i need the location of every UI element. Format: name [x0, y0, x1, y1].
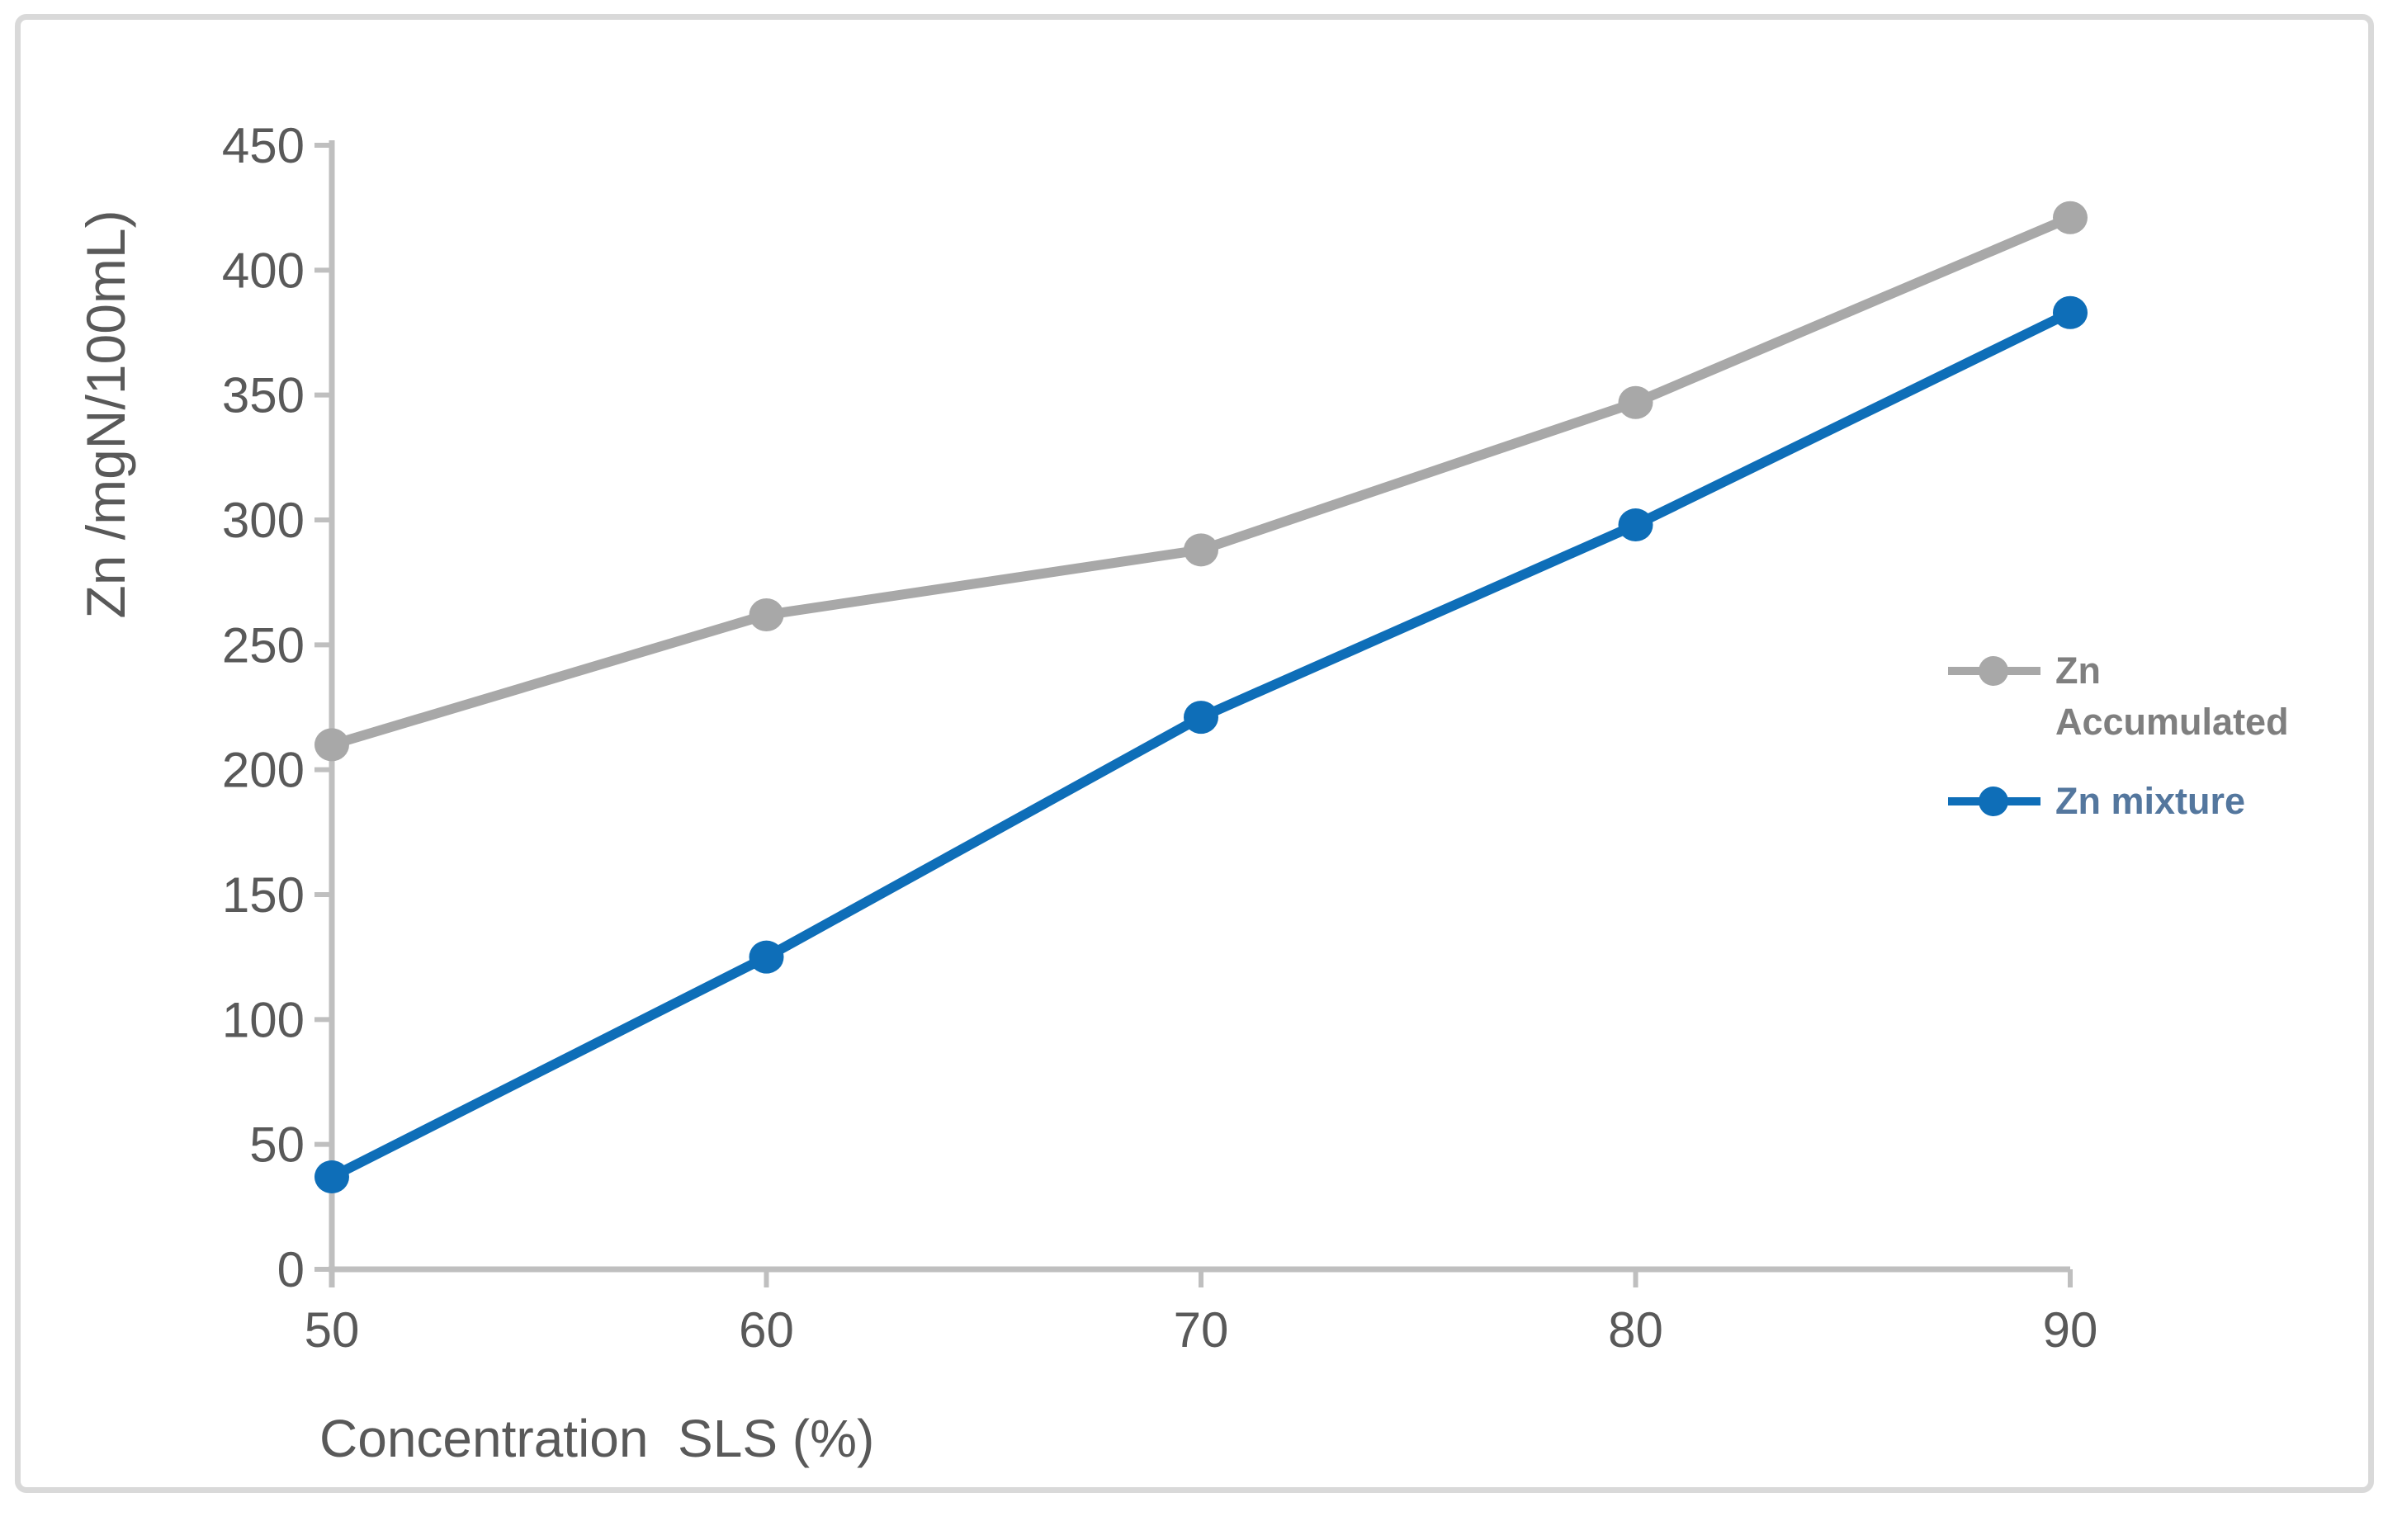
- chart-figure: 0 50 100 150 200 250 300 350 400 450 50 60 70 80 90 Zn…: [15, 14, 2374, 1493]
- x-tick-label: 80: [1608, 1302, 1663, 1358]
- y-tick-label: 350: [222, 368, 305, 423]
- y-tick-label: 150: [222, 867, 305, 923]
- series-line-zn-accumulated: [327, 212, 2075, 750]
- data-point-zn-accumulated-80: [1618, 385, 1653, 419]
- data-point-zn-mixture-90: [2053, 295, 2088, 329]
- data-point-zn-mixture-60: [749, 940, 784, 974]
- x-tick-label: 60: [739, 1302, 794, 1358]
- y-axis-title: Zn /mgN/100mL): [75, 210, 136, 619]
- y-tick-label: 100: [222, 992, 305, 1047]
- y-tick-label: 450: [222, 118, 305, 173]
- legend-item-zn-mixture: Zn mixture: [1946, 776, 2319, 827]
- x-axis-title: Concentration SLS (%): [319, 1409, 875, 1468]
- data-point-zn-accumulated-50: [314, 728, 349, 762]
- y-tick-label: 250: [222, 617, 305, 673]
- data-point-zn-mixture-50: [314, 1160, 349, 1194]
- legend-marker-zn-accumulated: [1948, 656, 2040, 686]
- x-tick-label: 90: [2043, 1302, 2098, 1358]
- legend-marker-zn-mixture: [1948, 787, 2040, 816]
- legend-label-zn-mixture: Zn mixture: [2055, 780, 2246, 822]
- legend-label-zn-accumulated: Zn Accumulated: [2055, 650, 2289, 743]
- data-point-zn-mixture-70: [1184, 701, 1218, 735]
- legend: Zn Accumulated Zn mixture: [1946, 645, 2319, 827]
- legend-dot-sample: [1979, 787, 2008, 816]
- data-point-zn-accumulated-90: [2053, 201, 2088, 234]
- y-tick-label: 0: [277, 1242, 305, 1297]
- data-point-zn-accumulated-60: [749, 598, 784, 632]
- legend-dot-sample: [1979, 656, 2008, 686]
- y-tick-label: 200: [222, 743, 305, 798]
- x-tick-label: 70: [1174, 1302, 1229, 1358]
- legend-item-zn-accumulated: Zn Accumulated: [1946, 645, 2319, 748]
- y-tick-label: 50: [249, 1117, 305, 1173]
- x-tick-label: 50: [305, 1302, 360, 1358]
- y-tick-label: 400: [222, 243, 305, 298]
- series-line-zn-mixture: [327, 307, 2075, 1183]
- data-point-zn-mixture-80: [1618, 508, 1653, 542]
- data-point-zn-accumulated-70: [1184, 533, 1218, 567]
- y-tick-label: 300: [222, 493, 305, 548]
